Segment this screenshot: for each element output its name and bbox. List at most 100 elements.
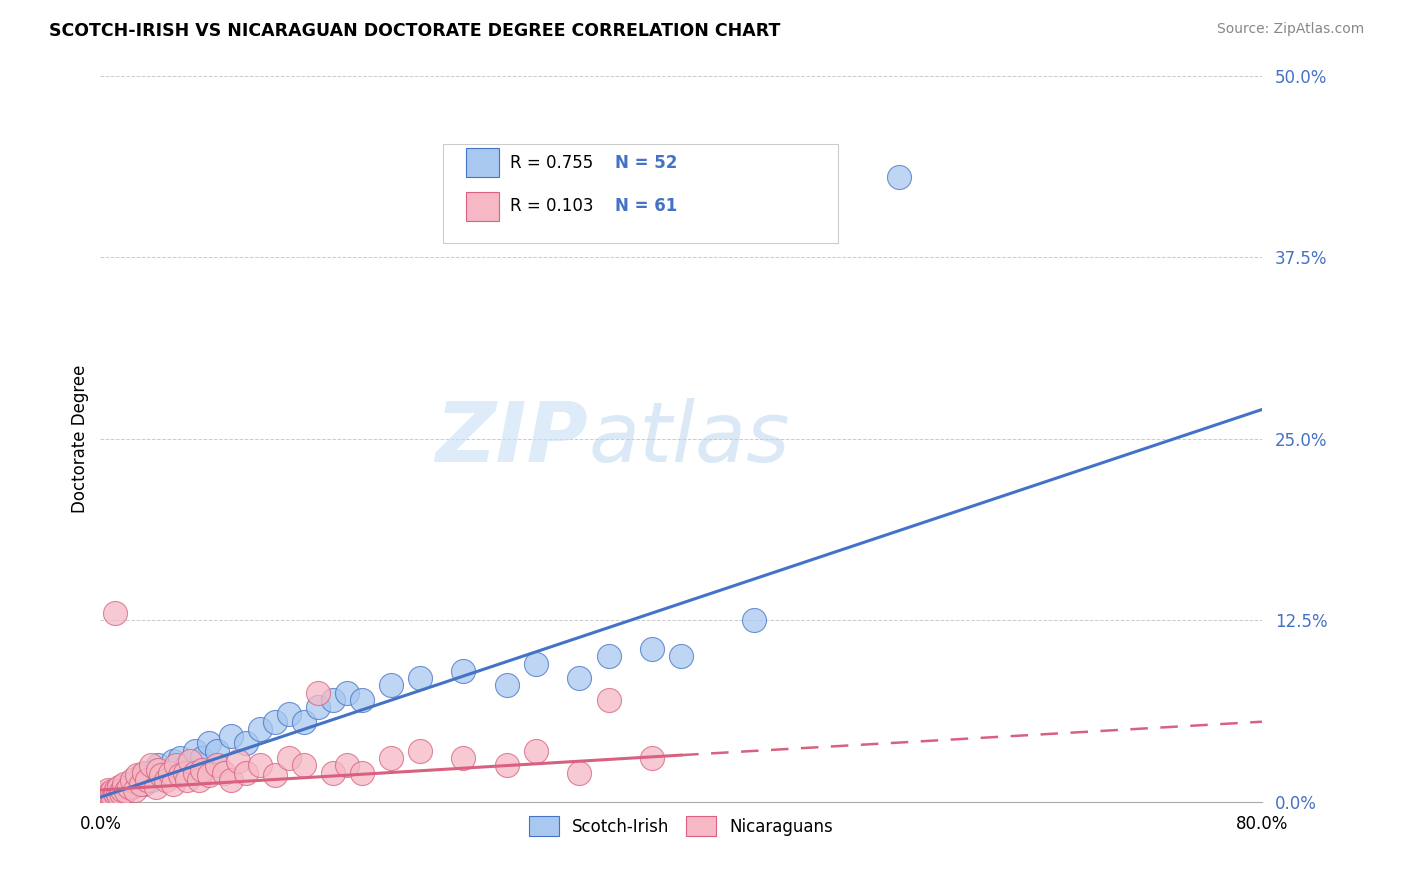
Text: N = 61: N = 61: [614, 197, 678, 215]
Point: [108, 780, 131, 794]
Text: R = 0.103: R = 0.103: [510, 197, 593, 215]
Y-axis label: Doctorate Degree: Doctorate Degree: [72, 364, 89, 513]
Point: [108, 790, 131, 805]
Point: [191, 751, 214, 765]
Point: [278, 707, 301, 722]
Point: [496, 678, 519, 692]
Point: [524, 657, 547, 671]
Point: [887, 170, 910, 185]
Point: [219, 729, 242, 743]
Text: R = 0.755: R = 0.755: [510, 153, 593, 171]
Point: [205, 758, 228, 772]
Point: [176, 758, 198, 772]
Point: [249, 758, 271, 772]
Point: [111, 783, 134, 797]
Legend: Scotch-Irish, Nicaraguans: Scotch-Irish, Nicaraguans: [520, 808, 842, 844]
Point: [212, 765, 235, 780]
Point: [292, 714, 315, 729]
Point: [235, 737, 257, 751]
Point: [141, 758, 163, 772]
Point: [135, 772, 157, 787]
Point: [98, 787, 121, 801]
Point: [135, 765, 157, 780]
Point: [93, 791, 115, 805]
Point: [453, 751, 475, 765]
Point: [249, 722, 271, 736]
Point: [148, 763, 170, 777]
Point: [93, 787, 115, 801]
Point: [336, 758, 359, 772]
Point: [125, 772, 148, 787]
Point: [118, 780, 141, 794]
Point: [110, 786, 132, 800]
Point: [129, 777, 152, 791]
Point: [155, 772, 177, 787]
Point: [97, 783, 120, 797]
Point: [104, 606, 127, 620]
Point: [98, 789, 121, 803]
Point: [641, 751, 664, 765]
Point: [148, 758, 170, 772]
Point: [191, 763, 214, 777]
Point: [263, 768, 285, 782]
Point: [97, 790, 120, 805]
Point: [112, 777, 135, 791]
Point: [105, 783, 128, 797]
Text: SCOTCH-IRISH VS NICARAGUAN DOCTORATE DEGREE CORRELATION CHART: SCOTCH-IRISH VS NICARAGUAN DOCTORATE DEG…: [49, 22, 780, 40]
Point: [173, 765, 195, 780]
Point: [124, 783, 146, 797]
Point: [235, 765, 257, 780]
Point: [226, 754, 249, 768]
Point: [409, 671, 432, 685]
Point: [129, 768, 152, 782]
Point: [219, 772, 242, 787]
Point: [150, 768, 173, 782]
Point: [380, 751, 402, 765]
Point: [568, 671, 591, 685]
Point: [292, 758, 315, 772]
Point: [179, 754, 201, 768]
Point: [100, 787, 122, 801]
Point: [322, 693, 344, 707]
Point: [104, 786, 127, 800]
Point: [198, 737, 221, 751]
Point: [145, 780, 167, 794]
Point: [205, 744, 228, 758]
Point: [188, 772, 211, 787]
Point: [115, 784, 138, 798]
Point: [263, 714, 285, 729]
Point: [141, 772, 163, 787]
Point: [176, 772, 198, 787]
Point: [101, 784, 124, 798]
Point: [112, 780, 135, 794]
Point: [453, 664, 475, 678]
Point: [409, 744, 432, 758]
Point: [121, 780, 143, 794]
Point: [496, 758, 519, 772]
Point: [111, 786, 134, 800]
Point: [101, 790, 124, 805]
Point: [169, 768, 191, 782]
Point: [107, 784, 129, 798]
Point: [145, 763, 167, 777]
Point: [336, 686, 359, 700]
Point: [100, 789, 122, 803]
Point: [132, 777, 155, 791]
Text: atlas: atlas: [588, 398, 790, 479]
Point: [103, 790, 125, 805]
Point: [307, 686, 329, 700]
Point: [742, 613, 765, 627]
Point: [155, 765, 177, 780]
Point: [121, 772, 143, 787]
Point: [598, 649, 620, 664]
FancyBboxPatch shape: [467, 192, 499, 220]
Point: [183, 744, 205, 758]
Point: [118, 777, 141, 791]
Point: [132, 765, 155, 780]
Point: [169, 751, 191, 765]
Point: [103, 786, 125, 800]
Point: [91, 790, 114, 805]
Point: [380, 678, 402, 692]
Point: [322, 765, 344, 780]
Point: [165, 758, 187, 772]
